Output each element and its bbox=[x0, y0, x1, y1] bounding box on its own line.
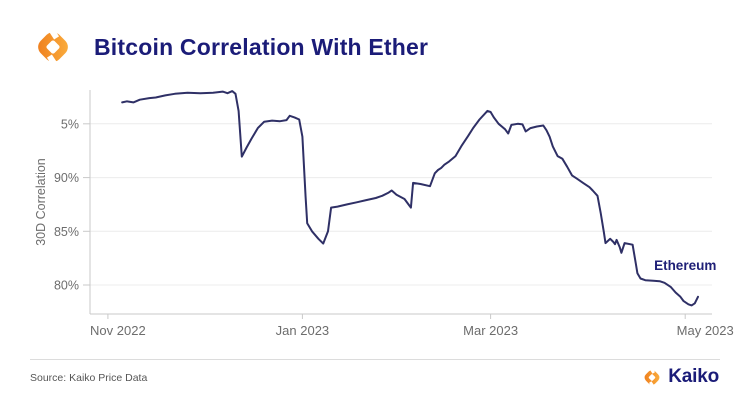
x-tick-label: Nov 2022 bbox=[90, 323, 146, 338]
x-tick-label: Mar 2023 bbox=[463, 323, 518, 338]
page-title: Bitcoin Correlation With Ether bbox=[94, 33, 429, 60]
kaiko-brand: Kaiko bbox=[641, 366, 719, 388]
header: Bitcoin Correlation With Ether bbox=[31, 26, 428, 68]
source-note: Source: Kaiko Price Data bbox=[30, 372, 148, 384]
y-axis-title: 30D Correlation bbox=[34, 158, 48, 246]
kaiko-wordmark: Kaiko bbox=[668, 366, 719, 387]
y-tick-label: 85% bbox=[54, 225, 79, 239]
y-tick-label: 5% bbox=[61, 117, 79, 131]
kaiko-logo-icon bbox=[38, 26, 68, 68]
x-tick-label: Jan 2023 bbox=[276, 323, 330, 338]
kaiko-logo-icon bbox=[644, 366, 660, 388]
footer-divider bbox=[30, 359, 720, 360]
y-tick-label: 90% bbox=[54, 171, 79, 185]
correlation-chart: 5% 90% 85% 80% Nov 2022 Jan 2023 Mar 2023 May 2… bbox=[34, 90, 734, 338]
ethereum-label: Ethereum bbox=[654, 258, 716, 273]
x-tick-label: May 2023 bbox=[677, 323, 734, 338]
ethereum-line bbox=[121, 90, 699, 307]
y-tick-label: 80% bbox=[54, 278, 79, 292]
